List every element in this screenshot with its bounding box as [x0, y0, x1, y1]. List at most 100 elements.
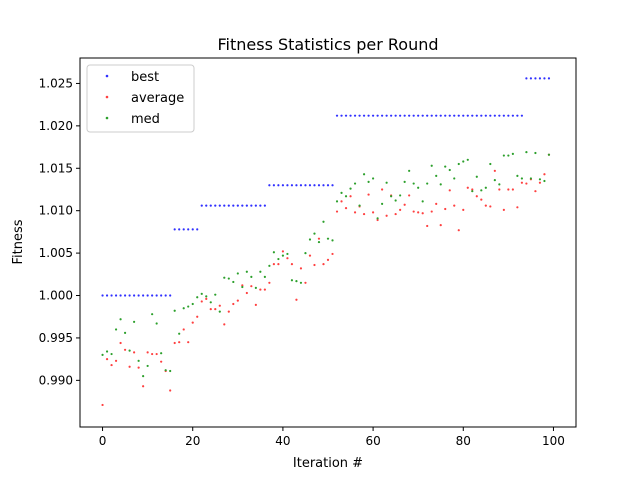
- best-point: [340, 114, 343, 117]
- best-point: [173, 228, 176, 231]
- med-point: [101, 353, 104, 356]
- average-point: [286, 257, 289, 260]
- average-point: [439, 224, 442, 227]
- med-point: [353, 182, 357, 185]
- average-point: [326, 258, 330, 261]
- average-point: [236, 299, 239, 302]
- average-point: [344, 207, 348, 210]
- legend-marker-med: [105, 116, 109, 120]
- best-point: [376, 114, 379, 117]
- best-point: [331, 184, 334, 187]
- med-point: [480, 189, 483, 192]
- med-point: [385, 181, 388, 184]
- med-point: [358, 204, 361, 207]
- best-point: [241, 204, 244, 207]
- med-point: [178, 332, 181, 335]
- med-point: [362, 173, 366, 176]
- med-point: [128, 349, 131, 352]
- y-tick-label: 0.990: [39, 373, 73, 387]
- med-point: [403, 180, 406, 183]
- med-point: [272, 251, 275, 254]
- average-point: [160, 360, 163, 363]
- med-point: [435, 174, 438, 178]
- average-point: [101, 403, 104, 407]
- med-point: [507, 154, 510, 157]
- average-point: [295, 298, 298, 301]
- average-point: [543, 173, 546, 176]
- best-point: [128, 294, 131, 297]
- med-point: [371, 177, 375, 180]
- med-point: [313, 232, 316, 235]
- average-point: [209, 307, 212, 311]
- best-point: [399, 114, 402, 117]
- plot-area: [101, 77, 551, 407]
- best-point: [205, 204, 208, 207]
- best-point: [371, 114, 375, 117]
- med-point: [299, 281, 303, 284]
- med-point: [268, 264, 271, 267]
- best-point: [426, 114, 429, 117]
- legend-label-average: average: [131, 91, 184, 106]
- med-point: [286, 252, 289, 256]
- best-point: [353, 114, 357, 117]
- best-point: [390, 114, 393, 117]
- y-axis-ticks: 0.990 0.995 1.000 1.005 1.010 1.015 1.020 1.025: [39, 76, 80, 387]
- med-point: [417, 186, 420, 189]
- med-point: [191, 302, 194, 306]
- med-point: [376, 217, 379, 220]
- best-point: [133, 294, 136, 297]
- best-point: [290, 184, 294, 187]
- med-point: [214, 293, 217, 296]
- med-point: [164, 369, 167, 372]
- best-point: [498, 114, 501, 117]
- best-point: [313, 184, 316, 187]
- average-point: [534, 190, 537, 193]
- average-point: [498, 188, 501, 191]
- average-point: [367, 193, 370, 196]
- average-point: [480, 198, 483, 201]
- best-point: [223, 204, 226, 207]
- med-point: [223, 276, 226, 279]
- average-point: [322, 263, 325, 266]
- best-point: [543, 77, 546, 80]
- med-point: [119, 318, 122, 321]
- average-point: [290, 263, 294, 266]
- y-tick-label: 1.025: [39, 76, 73, 90]
- med-point: [259, 270, 262, 273]
- legend: best average med: [86, 64, 195, 133]
- best-point: [525, 77, 528, 80]
- average-point: [394, 212, 397, 216]
- med-point: [133, 320, 136, 323]
- best-point: [480, 114, 483, 117]
- med-point: [105, 350, 109, 353]
- best-point: [335, 114, 339, 117]
- med-point: [511, 152, 514, 155]
- best-point: [101, 294, 104, 297]
- best-point: [281, 184, 285, 187]
- med-point: [114, 328, 118, 331]
- med-point: [520, 177, 523, 180]
- best-point: [236, 204, 239, 207]
- med-point: [381, 202, 384, 206]
- best-point: [547, 77, 551, 80]
- average-point: [214, 307, 217, 311]
- average-point: [457, 229, 460, 232]
- med-point: [155, 322, 158, 325]
- best-point: [412, 114, 415, 117]
- average-point: [123, 348, 127, 351]
- med-point: [408, 169, 411, 172]
- best-point: [137, 294, 140, 297]
- med-point: [187, 305, 190, 308]
- legend-marker-average: [105, 95, 109, 99]
- average-point: [471, 188, 474, 191]
- average-point: [173, 341, 176, 345]
- med-point: [317, 240, 321, 244]
- average-point: [182, 328, 185, 331]
- average-point: [250, 285, 253, 288]
- best-point: [471, 114, 474, 117]
- average-point: [444, 207, 447, 211]
- average-point: [484, 204, 487, 207]
- best-point: [408, 114, 411, 117]
- best-point: [272, 184, 275, 187]
- best-point: [462, 114, 465, 117]
